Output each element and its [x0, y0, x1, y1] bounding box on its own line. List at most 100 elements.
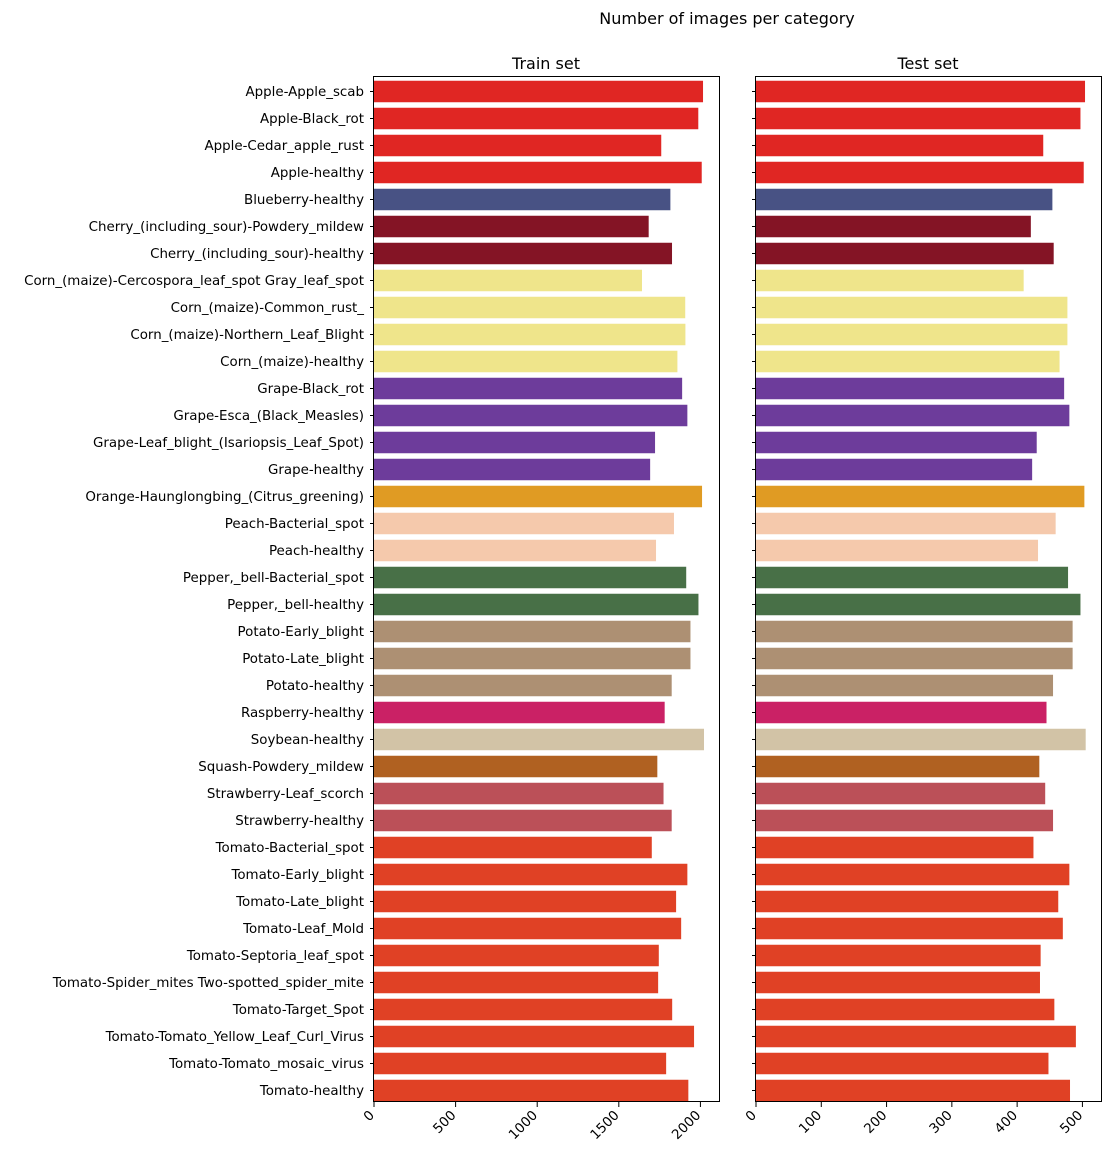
- test-bar: [756, 728, 1086, 751]
- test-bar: [756, 1079, 1071, 1102]
- category-label: Cherry_(including_sour)-Powdery_mildew: [89, 220, 364, 235]
- category-label: Pepper,_bell-Bacterial_spot: [183, 571, 364, 586]
- train-x-tick-label: 1500: [588, 1108, 623, 1143]
- test-bar: [756, 80, 1086, 103]
- test-x-tick-label: 100: [796, 1108, 825, 1137]
- train-bar: [374, 188, 671, 211]
- category-label: Peach-Bacterial_spot: [225, 517, 364, 532]
- train-bar: [374, 836, 652, 859]
- test-bar: [756, 701, 1047, 724]
- category-label: Pepper,_bell-healthy: [227, 598, 364, 613]
- train-bar: [374, 1079, 689, 1102]
- train-bar: [374, 701, 665, 724]
- category-label: Blueberry-healthy: [244, 193, 364, 208]
- test-bar: [756, 269, 1024, 292]
- category-label: Tomato-Septoria_leaf_spot: [186, 949, 364, 964]
- category-label: Squash-Powdery_mildew: [198, 760, 364, 775]
- category-label: Potato-healthy: [266, 679, 364, 694]
- train-bar: [374, 80, 704, 103]
- test-bar: [756, 755, 1040, 778]
- test-bar: [756, 377, 1065, 400]
- test-bar: [756, 971, 1040, 994]
- train-bar: [374, 377, 683, 400]
- train-bar: [374, 134, 662, 157]
- train-bar: [374, 971, 659, 994]
- test-set-panel: Test set 0 100 200 300 400 500: [743, 54, 1102, 1137]
- category-label: Apple-Black_rot: [260, 112, 364, 127]
- category-label: Tomato-Target_Spot: [232, 1003, 364, 1018]
- train-bar: [374, 620, 691, 643]
- train-bar: [374, 566, 687, 589]
- train-set-panel: Train set Apple-Apple_scab Apple-Black_ro…: [24, 54, 720, 1143]
- train-bar: [374, 674, 672, 697]
- test-bar: [756, 431, 1037, 454]
- train-x-axis: 0 500 1000 1500 2000: [361, 1102, 704, 1143]
- test-bar: [756, 512, 1056, 535]
- test-bar: [756, 539, 1039, 562]
- test-bar: [756, 404, 1070, 427]
- train-bar: [374, 431, 656, 454]
- category-label: Strawberry-healthy: [235, 814, 364, 829]
- train-bar: [374, 161, 702, 184]
- category-label: Apple-healthy: [271, 166, 364, 181]
- train-bar: [374, 323, 686, 346]
- train-x-tick-label: 500: [431, 1108, 460, 1137]
- category-label: Corn_(maize)-Cercospora_leaf_spot Gray_l…: [24, 274, 364, 289]
- test-bar: [756, 161, 1084, 184]
- category-label: Apple-Apple_scab: [245, 85, 364, 100]
- train-bar: [374, 107, 699, 130]
- test-bar: [756, 674, 1054, 697]
- category-label: Raspberry-healthy: [241, 706, 364, 721]
- train-bar: [374, 215, 649, 238]
- test-x-tick-label: 300: [927, 1108, 956, 1137]
- category-label: Grape-Esca_(Black_Measles): [173, 409, 364, 424]
- category-label: Tomato-Leaf_Mold: [242, 922, 364, 937]
- category-label: Potato-Early_blight: [238, 625, 364, 640]
- test-bar: [756, 1025, 1076, 1048]
- test-bar: [756, 944, 1041, 967]
- test-bar: [756, 593, 1081, 616]
- train-x-tick-label: 1000: [506, 1108, 541, 1143]
- train-bar: [374, 458, 651, 481]
- test-bar: [756, 350, 1060, 373]
- train-bars: [374, 80, 705, 1102]
- test-set-title: Test set: [896, 54, 958, 73]
- category-label: Grape-Leaf_blight_(Isariopsis_Leaf_Spot): [93, 436, 364, 451]
- test-bar: [756, 107, 1081, 130]
- test-bar: [756, 917, 1063, 940]
- train-bar: [374, 404, 688, 427]
- category-labels: Apple-Apple_scab Apple-Black_rot Apple-Ced…: [24, 85, 364, 1099]
- category-label: Cherry_(including_sour)-healthy: [150, 247, 364, 262]
- train-bar: [374, 485, 703, 508]
- test-bars: [756, 80, 1086, 1102]
- category-label: Tomato-Tomato_Yellow_Leaf_Curl_Virus: [105, 1030, 364, 1045]
- train-bar: [374, 350, 678, 373]
- test-axes-frame: [755, 76, 1102, 1102]
- category-label: Peach-healthy: [269, 544, 364, 559]
- category-label: Grape-Black_rot: [257, 382, 364, 397]
- category-label: Grape-healthy: [268, 463, 364, 478]
- category-label: Corn_(maize)-Common_rust_: [171, 301, 365, 316]
- test-bar: [756, 188, 1053, 211]
- test-bar: [756, 863, 1070, 886]
- test-x-tick-label: 400: [992, 1108, 1021, 1137]
- train-bar: [374, 1052, 667, 1075]
- train-bar: [374, 269, 642, 292]
- test-bar: [756, 215, 1031, 238]
- train-bar: [374, 1025, 695, 1048]
- category-label: Corn_(maize)-healthy: [220, 355, 364, 370]
- train-bar: [374, 755, 658, 778]
- test-bar: [756, 782, 1046, 805]
- train-bar: [374, 647, 691, 670]
- test-bar: [756, 1052, 1049, 1075]
- test-bar: [756, 323, 1068, 346]
- category-label: Orange-Haunglongbing_(Citrus_greening): [85, 490, 364, 505]
- train-set-title: Train set: [511, 54, 580, 73]
- category-label: Corn_(maize)-Northern_Leaf_Blight: [130, 328, 364, 343]
- category-label: Strawberry-Leaf_scorch: [207, 787, 364, 802]
- train-bar: [374, 890, 677, 913]
- test-x-tick-label: 0: [743, 1108, 760, 1125]
- figure-title: Number of images per category: [599, 9, 855, 28]
- train-bar: [374, 782, 664, 805]
